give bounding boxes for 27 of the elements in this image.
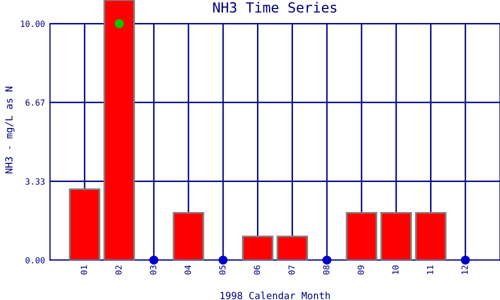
x-tick-label: 02 <box>115 266 122 274</box>
bar <box>242 236 274 260</box>
y-tick-label: 0.00 <box>26 257 45 264</box>
x-tick-label: 01 <box>80 266 88 274</box>
bar <box>172 212 204 260</box>
y-tick-label: 6.67 <box>26 99 45 106</box>
y-tick-label: 3.33 <box>26 178 45 185</box>
x-tick-label: 12 <box>462 266 468 274</box>
bar <box>104 0 135 260</box>
bar <box>68 188 100 260</box>
x-tick-label: 06 <box>254 266 260 274</box>
y-axis-title: NH3 - mg/L as N <box>5 86 14 174</box>
x-tick-label: 05 <box>219 266 226 274</box>
x-tick-label: 09 <box>358 266 364 274</box>
bar <box>276 236 308 260</box>
x-axis-title: 1998 Calendar Month <box>220 292 330 300</box>
chart-title: NH3 Time Series <box>213 2 336 13</box>
bar <box>415 212 446 260</box>
x-tick-label: 03 <box>150 266 156 274</box>
x-tick-label: 10 <box>392 266 399 274</box>
x-tick-label: 08 <box>323 265 330 274</box>
x-tick-label: 07 <box>288 266 295 274</box>
bar <box>346 212 378 260</box>
y-tick-label: 10.00 <box>21 20 45 27</box>
x-tick-label: 11 <box>427 266 434 274</box>
bar <box>380 212 412 260</box>
x-tick-label: 04 <box>184 265 191 274</box>
